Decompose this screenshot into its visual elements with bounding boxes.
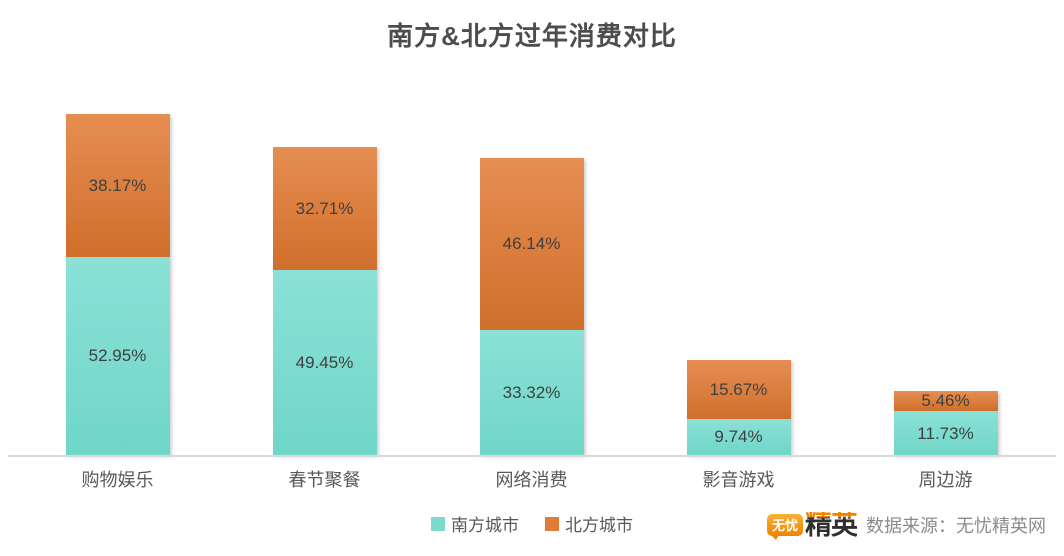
legend-label: 北方城市 [565,516,633,535]
source-footer: 无忧 精英 数据来源：无忧精英网 [766,505,1046,545]
bar-segment-north: 15.67% [686,359,791,419]
legend-item: 北方城市 [545,511,633,536]
x-axis-labels: 购物娱乐 春节聚餐 网络消费 影音游戏 周边游 [14,466,1049,492]
bar-value-label: 11.73% [917,423,974,443]
logo-badge-icon: 无忧 [766,514,803,540]
category-label: 购物娱乐 [81,470,154,490]
stacked-bar: 32.71% 49.45% [272,147,377,455]
stacked-bar: 5.46% 11.73% [893,390,998,455]
bar-segment-south: 11.73% [893,411,998,455]
legend-swatch-icon [545,516,559,531]
bar-value-label: 38.17% [88,175,147,195]
bar-segment-south: 33.32% [479,330,584,455]
category-label: 春节聚餐 [288,470,361,490]
bar-value-label: 49.45% [295,352,354,372]
category-slot: 15.67% 9.74% [635,0,842,455]
legend-label: 南方城市 [451,516,519,535]
legend-item: 南方城市 [431,511,519,536]
bar-segment-south: 9.74% [686,418,791,455]
bar-segment-south: 52.95% [65,256,170,455]
bar-segment-north: 32.71% [272,147,377,270]
bar-segment-south: 49.45% [272,269,377,455]
bar-value-label: 32.71% [295,199,354,219]
data-source-text: 数据来源：无忧精英网 [866,516,1046,536]
category-label: 周边游 [918,470,973,490]
plot-area: 38.17% 52.95% 32.71% 49.45% 46.14% 33.32% 15.6… [14,0,1049,455]
bar-segment-north: 5.46% [893,390,998,412]
bar-segment-north: 38.17% [65,113,170,257]
category-label: 影音游戏 [702,470,775,490]
legend: 南方城市 北方城市 [0,511,1064,536]
x-axis-line [8,455,1056,457]
stacked-bar: 46.14% 33.32% [479,157,584,455]
category-label: 网络消费 [495,470,568,490]
bar-value-label: 9.74% [714,427,763,447]
bar-value-label: 52.95% [88,346,147,366]
stacked-bar: 38.17% 52.95% [65,113,170,455]
bar-value-label: 33.32% [502,383,561,403]
bar-value-label: 5.46% [921,391,970,411]
brand-logo: 无忧 精英 [766,509,858,540]
legend-swatch-icon [431,516,445,531]
bar-value-label: 15.67% [709,379,768,399]
bar-segment-north: 46.14% [479,157,584,331]
category-slot: 38.17% 52.95% [14,0,221,455]
logo-name: 精英 [805,509,858,540]
category-slot: 46.14% 33.32% [428,0,635,455]
category-slot: 5.46% 11.73% [842,0,1049,455]
bar-value-label: 46.14% [502,234,561,254]
category-slot: 32.71% 49.45% [221,0,428,455]
chart-title: 南方&北方过年消费对比 [387,21,677,51]
stacked-bar: 15.67% 9.74% [686,359,791,455]
